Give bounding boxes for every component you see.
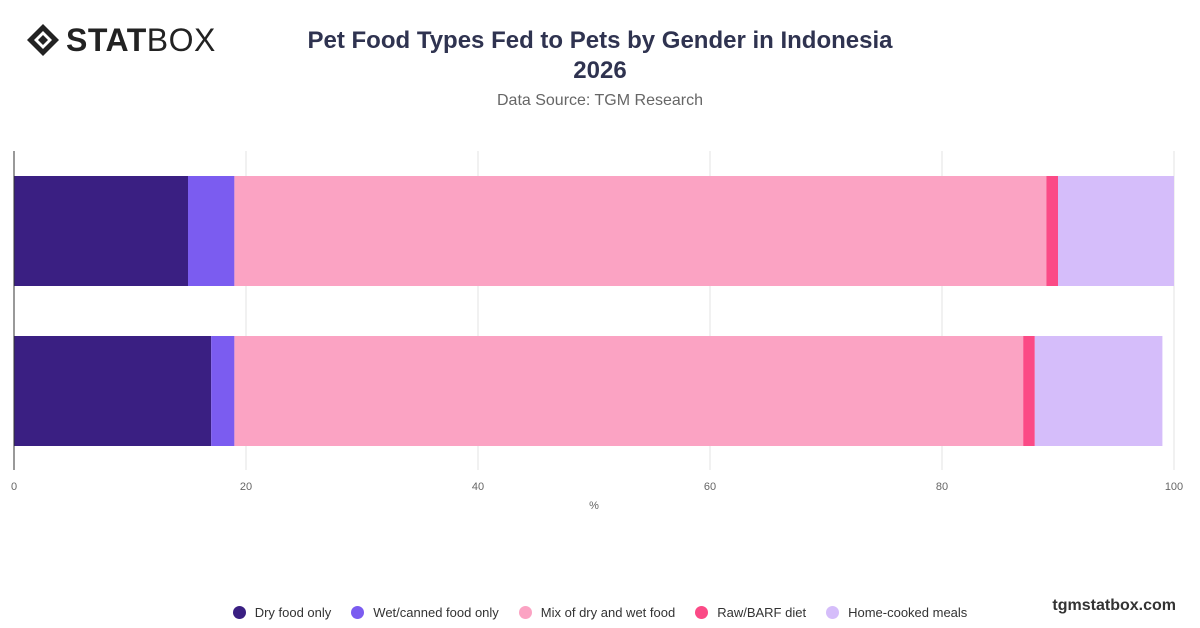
bar-segment-0-1: [188, 176, 235, 286]
chart-title-line2: 2026: [573, 57, 627, 84]
legend-label: Wet/canned food only: [373, 604, 499, 620]
legend-swatch: [518, 605, 532, 619]
bar-segment-0-3: [1046, 176, 1058, 286]
bar-segment-0-0: [14, 176, 188, 286]
legend-item[interactable]: Raw/BARF diet: [695, 605, 806, 620]
x-tick-label: 80: [936, 481, 948, 493]
bar-segment-1-2: [234, 336, 1024, 446]
legend-swatch: [826, 605, 840, 619]
bar-segment-1-0: [14, 336, 212, 446]
watermark: tgmstatbox.com: [1052, 597, 1176, 614]
legend-item[interactable]: Wet/canned food only: [351, 605, 499, 620]
legend-swatch: [351, 605, 365, 619]
x-tick-label: 60: [704, 481, 716, 493]
legend-label: Raw/BARF diet: [717, 604, 807, 620]
legend-swatch: [695, 605, 709, 619]
bar-segment-1-1: [211, 336, 235, 446]
legend-label: Home-cooked meals: [848, 604, 968, 620]
logo-text-bold: STAT: [66, 22, 147, 58]
chart-legend: Dry food only Wet/canned food only Mix of …: [0, 602, 1200, 622]
chart-subtitle: Data Source: TGM Research: [496, 92, 703, 109]
logo-text-light: BOX: [146, 22, 216, 58]
diamond-logo-icon: [27, 24, 59, 56]
legend-label: Dry food only: [254, 604, 332, 620]
x-tick-label: 100: [1165, 481, 1183, 493]
bar-segment-1-3: [1023, 336, 1035, 446]
legend-item[interactable]: Mix of dry and wet food: [518, 604, 676, 620]
legend-item[interactable]: Home-cooked meals: [826, 605, 967, 620]
legend-label: Mix of dry and wet food: [540, 604, 676, 620]
statbox-logo: STATBOX: [26, 22, 216, 58]
logo-wordmark: STATBOX: [66, 24, 216, 56]
chart-title-line1: Pet Food Types Fed to Pets by Gender in …: [307, 27, 893, 54]
legend-swatch: [232, 605, 246, 619]
bar-segment-1-4: [1034, 336, 1163, 446]
chart-title: Pet Food Types Fed to Pets by Gender in …: [250, 26, 950, 86]
bar-segment-0-2: [234, 176, 1047, 286]
legend-item[interactable]: Dry food only: [232, 604, 332, 620]
x-tick-label: 0: [11, 481, 17, 493]
x-tick-label: 40: [472, 481, 484, 493]
bar-segment-0-4: [1058, 176, 1174, 286]
x-axis-title: %: [589, 500, 599, 512]
x-tick-label: 20: [240, 481, 252, 493]
